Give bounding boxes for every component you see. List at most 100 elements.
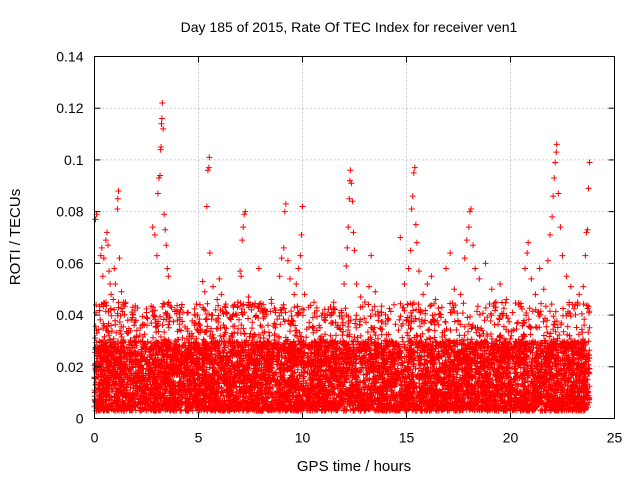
roti-point bbox=[463, 237, 470, 244]
roti-point bbox=[583, 229, 590, 236]
roti-point bbox=[525, 239, 532, 246]
roti-point bbox=[397, 234, 404, 241]
roti-point bbox=[492, 299, 499, 306]
x-tick-label: 10 bbox=[295, 430, 311, 446]
roti-point bbox=[255, 265, 262, 272]
roti-point bbox=[401, 281, 408, 288]
roti-point bbox=[297, 252, 304, 259]
roti-point bbox=[216, 275, 223, 282]
roti-point bbox=[366, 283, 373, 290]
y-tick-label: 0.12 bbox=[56, 100, 83, 116]
roti-point bbox=[199, 278, 206, 285]
roti-point bbox=[432, 296, 439, 303]
y-tick-label: 0 bbox=[76, 411, 84, 427]
x-tick-label: 0 bbox=[91, 430, 99, 446]
roti-point bbox=[353, 281, 360, 288]
roti-point bbox=[476, 275, 483, 282]
roti-point bbox=[576, 291, 583, 298]
roti-point bbox=[571, 301, 578, 308]
roti-point bbox=[120, 299, 127, 306]
x-tick-label: 15 bbox=[399, 430, 415, 446]
roti-point bbox=[550, 193, 557, 200]
roti-point bbox=[114, 195, 121, 202]
roti-point bbox=[411, 164, 418, 171]
x-tick-label: 25 bbox=[607, 430, 623, 446]
roti-point bbox=[350, 229, 357, 236]
roti-point bbox=[237, 268, 244, 275]
roti-point bbox=[461, 255, 468, 262]
roti-point bbox=[272, 309, 279, 316]
roti-point bbox=[155, 175, 162, 182]
roti-point bbox=[405, 265, 412, 272]
roti-point bbox=[131, 322, 138, 329]
y-axis-tick-labels: 0 0.02 0.04 0.06 0.08 0.1 0.12 0.14 bbox=[56, 49, 83, 427]
roti-point bbox=[107, 281, 114, 288]
roti-point bbox=[299, 203, 306, 210]
roti-point bbox=[204, 167, 211, 174]
roti-point bbox=[563, 273, 570, 280]
roti-point bbox=[160, 125, 167, 132]
roti-point bbox=[97, 252, 104, 259]
roti-point bbox=[206, 250, 213, 257]
roti-point bbox=[567, 283, 574, 290]
roti-point bbox=[410, 169, 417, 176]
roti-point bbox=[536, 265, 543, 272]
roti-point bbox=[278, 255, 285, 262]
roti-point bbox=[238, 273, 245, 280]
roti-point bbox=[328, 309, 335, 316]
roti-point bbox=[346, 177, 353, 184]
roti-point bbox=[420, 291, 427, 298]
roti-point bbox=[165, 273, 172, 280]
roti-point bbox=[151, 231, 158, 238]
roti-point bbox=[585, 185, 592, 192]
roti-point bbox=[293, 281, 300, 288]
roti-point bbox=[553, 149, 560, 156]
roti-point bbox=[467, 206, 474, 213]
roti-point bbox=[345, 224, 352, 231]
roti-point bbox=[102, 237, 109, 244]
roti-point bbox=[282, 200, 289, 207]
roti-point bbox=[346, 195, 353, 202]
roti-point bbox=[99, 273, 106, 280]
roti-point bbox=[239, 237, 246, 244]
roti-point bbox=[547, 231, 554, 238]
roti-point bbox=[540, 286, 547, 293]
roti-point bbox=[157, 172, 164, 179]
axis-ticks bbox=[94, 56, 615, 419]
roti-point bbox=[544, 257, 551, 264]
roti-point bbox=[203, 203, 210, 210]
roti-point bbox=[347, 167, 354, 174]
roti-point bbox=[428, 273, 435, 280]
roti-point bbox=[552, 159, 559, 166]
roti-point bbox=[222, 304, 229, 311]
roti-point bbox=[108, 291, 115, 298]
roti-point bbox=[218, 291, 225, 298]
roti-point bbox=[509, 309, 516, 316]
x-axis-tick-labels: 0 5 10 15 20 25 bbox=[91, 430, 623, 446]
roti-point bbox=[301, 291, 308, 298]
roti-point bbox=[457, 291, 464, 298]
roti-point bbox=[241, 211, 248, 218]
roti-point bbox=[316, 322, 323, 329]
roti-point bbox=[412, 221, 419, 228]
roti-point bbox=[276, 273, 283, 280]
roti-point bbox=[555, 190, 562, 197]
y-axis-label: ROTI / TECUs bbox=[7, 189, 24, 285]
roti-point bbox=[118, 288, 125, 295]
x-tick-label: 5 bbox=[195, 430, 203, 446]
roti-point bbox=[368, 252, 375, 259]
roti-point bbox=[372, 288, 379, 295]
roti-point bbox=[158, 120, 165, 127]
roti-point bbox=[262, 306, 269, 313]
roti-point bbox=[447, 250, 454, 257]
data-marks bbox=[91, 100, 593, 414]
y-tick-label: 0.04 bbox=[56, 307, 83, 323]
roti-point bbox=[551, 175, 558, 182]
roti-point bbox=[503, 296, 510, 303]
roti-point bbox=[357, 293, 364, 300]
roti-point bbox=[361, 299, 368, 306]
y-tick-label: 0.08 bbox=[56, 204, 83, 220]
roti-point bbox=[287, 275, 294, 282]
plot-frame bbox=[94, 56, 615, 419]
